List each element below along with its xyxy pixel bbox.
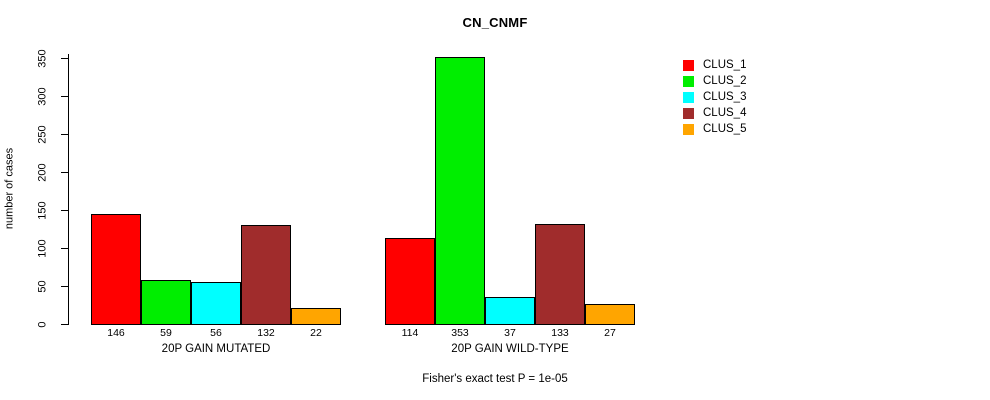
- bar[interactable]: [141, 280, 191, 325]
- y-axis-tick-label: 250: [36, 125, 49, 144]
- legend-item-label: CLUS_5: [703, 123, 747, 135]
- chart-title: CN_CNMF: [462, 15, 528, 30]
- legend-color-swatch: [683, 59, 694, 71]
- y-axis-tick-label: 100: [36, 239, 49, 258]
- bar-value-label: 132: [257, 327, 275, 339]
- bar[interactable]: [91, 213, 141, 325]
- bar[interactable]: [191, 282, 241, 325]
- bar-value-label: 59: [160, 327, 172, 339]
- y-axis-tick-label: 0: [36, 321, 49, 328]
- group-baseline: [91, 324, 341, 325]
- y-axis-tick-label: 300: [36, 87, 49, 106]
- legend-item-label: CLUS_2: [703, 75, 747, 87]
- bar-value-label: 114: [401, 327, 419, 339]
- bar-group: [91, 54, 341, 325]
- y-axis-tick: [61, 171, 68, 173]
- group-axis-label: 20P GAIN WILD-TYPE: [451, 343, 569, 355]
- legend: CLUS_1 CLUS_2 CLUS_3 CLUS_4 CLUS_5: [683, 57, 746, 137]
- bar-value-label: 133: [551, 327, 569, 339]
- legend-item-label: CLUS_1: [703, 59, 747, 71]
- y-axis-tick-label: 150: [36, 201, 49, 220]
- y-axis-tick: [61, 247, 68, 249]
- y-axis-title: number of cases: [3, 147, 16, 230]
- bar-value-label: 27: [604, 327, 616, 339]
- legend-item[interactable]: CLUS_2: [683, 73, 746, 89]
- bar[interactable]: [485, 296, 535, 325]
- y-axis-tick-label: 350: [36, 49, 49, 68]
- legend-item-label: CLUS_4: [703, 107, 747, 119]
- bar-group: [385, 54, 635, 325]
- bar-value-label: 56: [210, 327, 222, 339]
- legend-item[interactable]: CLUS_1: [683, 57, 746, 73]
- group-axis-label: 20P GAIN MUTATED: [161, 343, 271, 355]
- bar-value-label: 37: [504, 327, 516, 339]
- y-axis-line: [68, 54, 69, 325]
- bar[interactable]: [435, 56, 485, 325]
- y-axis-tick-label: 50: [36, 280, 49, 293]
- group-baseline: [385, 324, 635, 325]
- y-axis-tick: [61, 209, 68, 211]
- y-axis-tick: [61, 95, 68, 97]
- bar[interactable]: [585, 304, 635, 325]
- bar-value-label: 353: [451, 327, 469, 339]
- legend-color-swatch: [683, 123, 694, 135]
- bar-value-label: 146: [107, 327, 125, 339]
- bar[interactable]: [535, 223, 585, 325]
- y-axis-tick: [61, 285, 68, 287]
- legend-item[interactable]: CLUS_4: [683, 105, 746, 121]
- bar-value-label: 22: [310, 327, 322, 339]
- bar[interactable]: [385, 238, 435, 325]
- legend-item[interactable]: CLUS_3: [683, 89, 746, 105]
- y-axis-tick-label: 200: [36, 163, 49, 182]
- y-axis-tick: [61, 324, 68, 325]
- legend-color-swatch: [683, 91, 694, 103]
- legend-color-swatch: [683, 75, 694, 87]
- legend-item-label: CLUS_3: [703, 91, 747, 103]
- y-axis-tick: [61, 133, 68, 135]
- legend-color-swatch: [683, 107, 694, 119]
- bar[interactable]: [291, 308, 341, 325]
- legend-item[interactable]: CLUS_5: [683, 121, 746, 137]
- bar[interactable]: [241, 224, 291, 325]
- statistical-annotation: Fisher's exact test P = 1e-05: [422, 373, 568, 385]
- y-axis-tick: [61, 57, 68, 59]
